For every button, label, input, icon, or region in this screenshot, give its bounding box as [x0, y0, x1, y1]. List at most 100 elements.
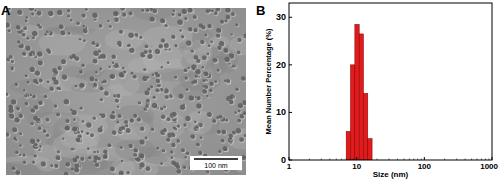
particle [6, 22, 10, 28]
particle-halo [62, 137, 66, 141]
particle [237, 119, 241, 123]
particle-halo [43, 129, 48, 134]
particle [184, 17, 187, 20]
particle-halo [54, 164, 59, 169]
particle [201, 25, 205, 29]
particle [176, 164, 181, 169]
particle-halo [9, 114, 15, 120]
particle [30, 94, 33, 97]
texture [144, 155, 167, 164]
particle-halo [194, 126, 200, 132]
particle [127, 44, 131, 48]
particle-halo [32, 95, 37, 100]
particle-halo [214, 80, 218, 84]
particle-halo [149, 16, 156, 23]
particle-halo [104, 91, 110, 97]
particle [43, 129, 47, 133]
particle [113, 94, 116, 97]
particle [38, 101, 42, 105]
particle [189, 95, 194, 100]
particle [73, 118, 76, 121]
particle-halo [52, 68, 58, 74]
particle-halo [67, 9, 72, 14]
particle-halo [120, 8, 126, 12]
particle-halo [91, 41, 96, 46]
particle [38, 60, 43, 65]
particle [93, 151, 96, 154]
particle [128, 11, 132, 15]
particle [19, 132, 22, 135]
particle [206, 95, 208, 97]
particle [25, 46, 30, 51]
particle [186, 88, 189, 91]
particle [184, 156, 187, 159]
particle [11, 68, 14, 71]
particle-halo [211, 10, 215, 14]
particle [89, 76, 94, 81]
particle [193, 80, 197, 84]
particle [33, 144, 38, 149]
particle-halo [75, 85, 79, 89]
particle-halo [176, 169, 182, 175]
particle [34, 143, 37, 146]
particle [81, 14, 85, 18]
particle [47, 80, 50, 83]
particle [48, 11, 53, 16]
particle-halo [119, 44, 123, 48]
particle [182, 9, 187, 14]
particle-halo [33, 154, 38, 159]
particle-halo [180, 104, 187, 111]
particle [170, 156, 173, 159]
particle-halo [213, 58, 219, 64]
particle-halo [38, 60, 44, 66]
particle [76, 21, 80, 25]
particle [15, 83, 18, 86]
particle-halo [196, 143, 201, 148]
particle [71, 167, 74, 170]
particle-halo [65, 162, 71, 168]
particle-halo [216, 28, 222, 34]
particle-halo [47, 50, 52, 55]
particle-halo [46, 30, 50, 34]
texture [48, 26, 95, 35]
particle [116, 94, 120, 98]
particle-halo [100, 98, 104, 102]
particle-halo [204, 85, 209, 90]
particle [9, 55, 13, 59]
particle-halo [186, 40, 193, 47]
particle-halo [185, 116, 192, 123]
particle [174, 128, 177, 131]
particle-halo [132, 74, 137, 79]
particle [177, 19, 183, 25]
particle-halo [173, 9, 177, 13]
particle-halo [163, 128, 168, 133]
particle-halo [115, 99, 120, 104]
particle [204, 85, 208, 89]
particle-halo [8, 29, 12, 33]
particle [156, 79, 161, 84]
particle [219, 115, 223, 119]
particle [171, 35, 175, 39]
particle [147, 76, 150, 79]
particle [243, 34, 246, 39]
particle-halo [26, 16, 30, 20]
particle-halo [120, 146, 124, 150]
x-minor-tick [471, 159, 472, 161]
particle-halo [110, 167, 116, 173]
particle-halo [198, 151, 203, 156]
x-minor-tick [476, 159, 477, 161]
particle [65, 126, 70, 131]
particle [32, 95, 36, 99]
particle-halo [206, 95, 210, 99]
particle [26, 16, 29, 19]
particle [44, 95, 48, 99]
particle-halo [184, 156, 188, 160]
particle-halo [80, 107, 84, 111]
particle-halo [226, 79, 231, 84]
particle [220, 20, 224, 24]
particle-halo [19, 144, 23, 148]
x-minor-tick [321, 159, 322, 161]
particle-halo [97, 157, 102, 162]
particle-halo [225, 118, 229, 122]
particle [95, 78, 98, 81]
